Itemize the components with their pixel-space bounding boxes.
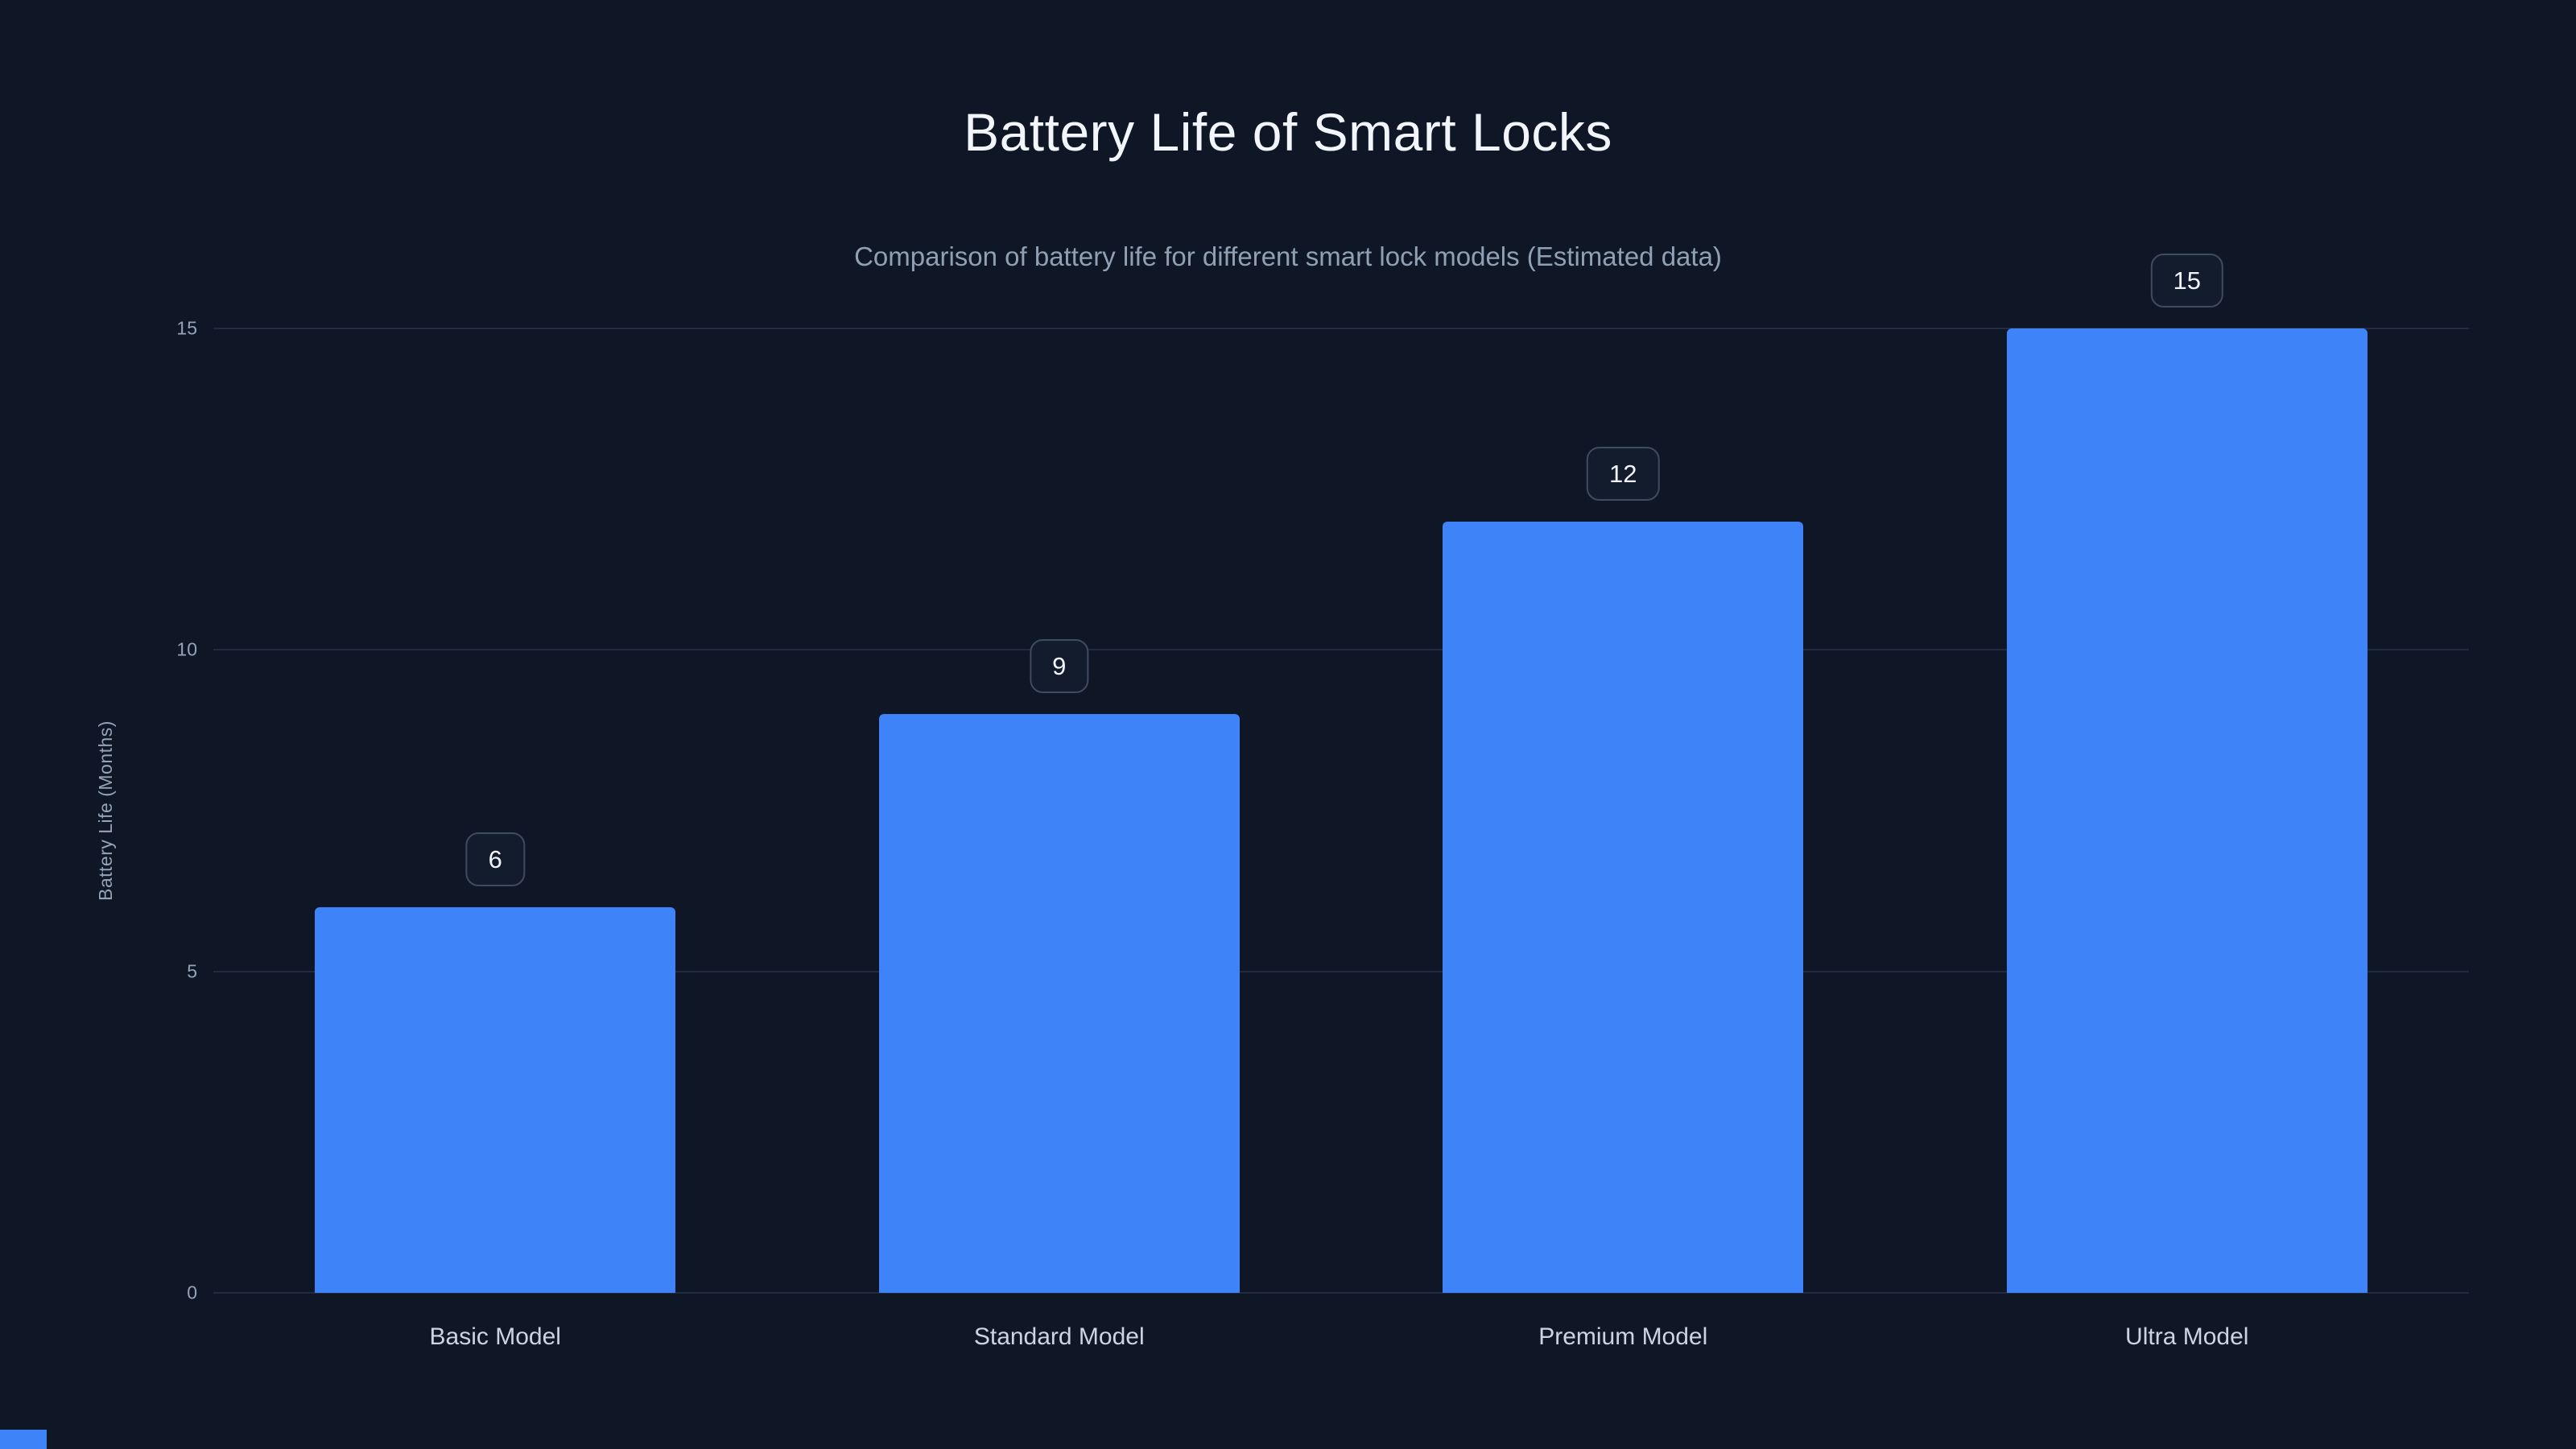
gridline-15 (213, 328, 2469, 329)
y-tick-label-10: 10 (176, 638, 197, 660)
gridline-0 (213, 1292, 2469, 1294)
x-category-label-standard-model: Standard Model (973, 1323, 1145, 1350)
corner-accent (0, 1430, 47, 1449)
value-label-basic-model: 6 (465, 832, 525, 886)
gridline-5 (213, 970, 2469, 972)
y-tick-label-5: 5 (187, 960, 197, 982)
x-category-label-premium-model: Premium Model (1538, 1323, 1708, 1350)
value-label-ultra-model: 15 (2150, 254, 2223, 308)
bar-ultra-model (2006, 328, 2368, 1293)
chart-title: Battery Life of Smart Locks (964, 102, 1612, 162)
chart-subtitle: Comparison of battery life for different… (854, 242, 1722, 271)
y-tick-label-15: 15 (176, 317, 197, 339)
x-category-label-ultra-model: Ultra Model (2125, 1323, 2249, 1350)
bar-premium-model (1443, 521, 1804, 1293)
bar-standard-model (878, 714, 1240, 1293)
x-category-label-basic-model: Basic Model (429, 1323, 561, 1350)
plot-area: 0 5 10 15 6 Basic Model 9 Standard Model 12 Premi… (176, 254, 2469, 1350)
y-axis-title: Battery Life (Months) (95, 720, 116, 901)
gridline-10 (213, 649, 2469, 651)
bar-basic-model (315, 906, 676, 1293)
value-label-premium-model: 12 (1587, 446, 1660, 501)
value-label-standard-model: 9 (1030, 639, 1089, 694)
y-tick-label-0: 0 (187, 1282, 197, 1303)
